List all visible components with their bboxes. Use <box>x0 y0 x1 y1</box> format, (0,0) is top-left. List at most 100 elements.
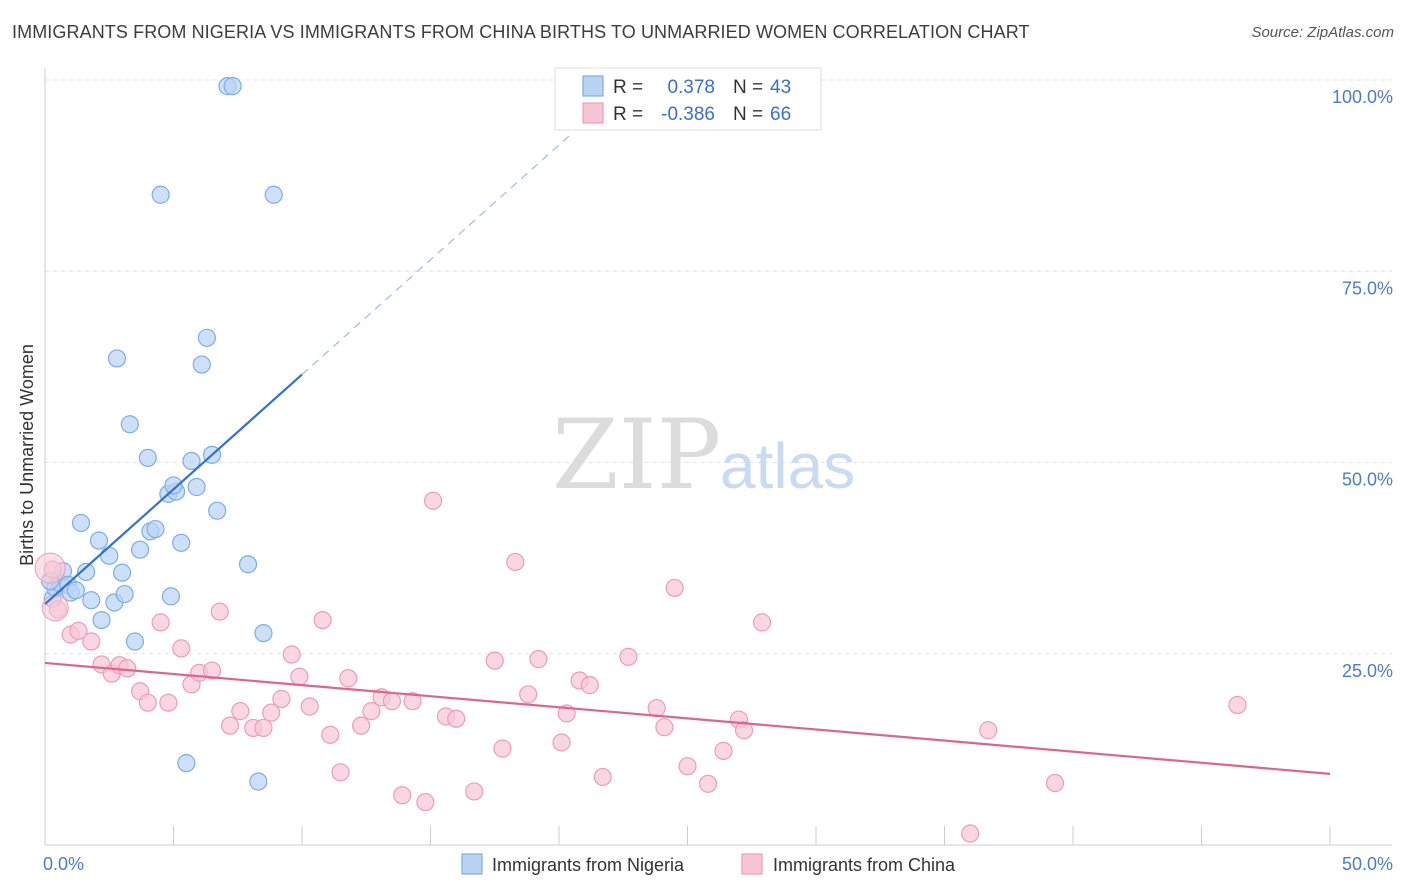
china-point-38 <box>423 491 443 510</box>
china-point-46 <box>529 650 548 669</box>
nigeria-point-17 <box>120 415 139 434</box>
china-point-53 <box>647 698 666 718</box>
nigeria-point-33 <box>197 328 217 347</box>
x-tick-labels: 0.0% 50.0% <box>43 854 1393 874</box>
series-legend: Immigrants from Nigeria Immigrants from … <box>461 853 956 875</box>
china-point-36 <box>403 692 422 711</box>
nigeria-point-27 <box>164 476 183 495</box>
china-point-41 <box>465 782 484 801</box>
china-point-62 <box>961 824 980 843</box>
china-point-40 <box>447 709 466 728</box>
bottom-legend-swatch-nigeria <box>461 853 483 875</box>
nigeria-point-16 <box>115 584 134 604</box>
china-point-21 <box>254 718 273 738</box>
y-tick-label-0: 25.0% <box>1342 661 1393 681</box>
china-point-22 <box>262 703 281 722</box>
nigeria-point-28 <box>172 533 191 552</box>
nigeria-point-41 <box>264 185 283 204</box>
china-point-60 <box>734 721 754 740</box>
watermark-atlas: atlas <box>720 430 855 502</box>
nigeria-point-38 <box>238 555 258 574</box>
y-tick-label-3: 100.0% <box>1332 87 1393 107</box>
china-point-26 <box>300 697 319 716</box>
trend-line-nigeria-extension <box>301 133 573 375</box>
china-point-56 <box>678 757 697 776</box>
china-point-8 <box>118 659 137 678</box>
bottom-legend-swatch-china <box>741 853 763 875</box>
grid-lines <box>45 79 1392 655</box>
china-point-37 <box>416 793 435 812</box>
nigeria-point-9 <box>82 591 101 610</box>
nigeria-point-25 <box>161 587 181 606</box>
y-tick-label-2: 75.0% <box>1342 278 1393 298</box>
x-tick-label-0: 0.0% <box>43 854 84 874</box>
legend-r-label-china: R = <box>613 104 643 125</box>
china-point-17 <box>210 602 229 621</box>
y-tick-label-1: 50.0% <box>1342 470 1393 490</box>
china-point-10 <box>138 693 157 712</box>
nigeria-point-37 <box>223 77 242 96</box>
nigeria-point-19 <box>130 540 150 559</box>
china-point-25 <box>290 667 309 686</box>
china-point-51 <box>593 767 612 787</box>
china-point-13 <box>172 639 191 658</box>
china-point-24 <box>282 645 301 664</box>
china-point-34 <box>382 692 402 711</box>
nigeria-point-12 <box>100 546 119 565</box>
china-point-large-1 <box>41 594 69 622</box>
legend-r-label-nigeria: R = <box>613 77 643 98</box>
china-point-30 <box>339 669 358 688</box>
china-point-58 <box>714 741 733 761</box>
china-point-42 <box>485 651 504 670</box>
nigeria-point-11 <box>92 610 111 630</box>
nigeria-point-29 <box>177 754 196 773</box>
china-point-12 <box>159 693 178 712</box>
trend-lines <box>44 133 1331 775</box>
source-label: Source: ZipAtlas.com <box>1251 24 1394 41</box>
legend-r-value-nigeria: 0.378 <box>667 77 715 98</box>
nigeria-point-15 <box>112 563 132 582</box>
trend-line-nigeria <box>44 373 303 605</box>
legend-n-value-nigeria: 43 <box>770 77 791 98</box>
legend-n-label-china: N = <box>733 104 763 125</box>
china-point-16 <box>202 661 222 680</box>
y-tick-labels: 25.0% 50.0% 75.0% 100.0% <box>1332 87 1393 681</box>
china-point-27 <box>313 610 332 630</box>
china-point-47 <box>552 733 571 752</box>
legend-swatch-nigeria <box>582 75 604 97</box>
china-point-63 <box>979 721 998 740</box>
china-point-31 <box>352 716 371 735</box>
china-point-65 <box>1228 695 1247 715</box>
china-point-large-0 <box>34 552 66 584</box>
nigeria-point-18 <box>125 632 145 651</box>
nigeria-point-8 <box>77 562 96 581</box>
axes <box>44 68 1392 846</box>
china-point-45 <box>519 685 538 704</box>
china-point-61 <box>752 613 772 632</box>
legend-n-value-china: 66 <box>770 104 791 125</box>
nigeria-point-32 <box>192 355 211 374</box>
china-point-35 <box>393 786 412 805</box>
nigeria-point-31 <box>187 477 206 497</box>
y-axis-label: Births to Unmarried Women <box>17 344 37 566</box>
watermark-zip: ZIP <box>552 399 721 511</box>
china-point-54 <box>655 718 674 737</box>
nigeria-point-20 <box>138 448 157 468</box>
china-point-3 <box>69 621 88 640</box>
china-point-29 <box>331 763 350 782</box>
watermark: ZIP atlas <box>552 399 855 511</box>
china-point-50 <box>580 676 599 695</box>
nigeria-point-10 <box>89 531 109 550</box>
trend-line-china <box>44 661 1331 775</box>
china-point-32 <box>362 702 381 721</box>
nigeria-point-30 <box>182 451 201 471</box>
nigeria-point-35 <box>208 501 227 520</box>
series-china <box>34 491 1247 843</box>
legend-n-label-nigeria: N = <box>733 77 763 98</box>
nigeria-point-14 <box>107 349 127 368</box>
nigeria-point-23 <box>151 185 170 204</box>
legend-swatch-china <box>582 102 604 124</box>
nigeria-point-6 <box>66 581 85 600</box>
chart-title: IMMIGRANTS FROM NIGERIA VS IMMIGRANTS FR… <box>12 22 1030 42</box>
